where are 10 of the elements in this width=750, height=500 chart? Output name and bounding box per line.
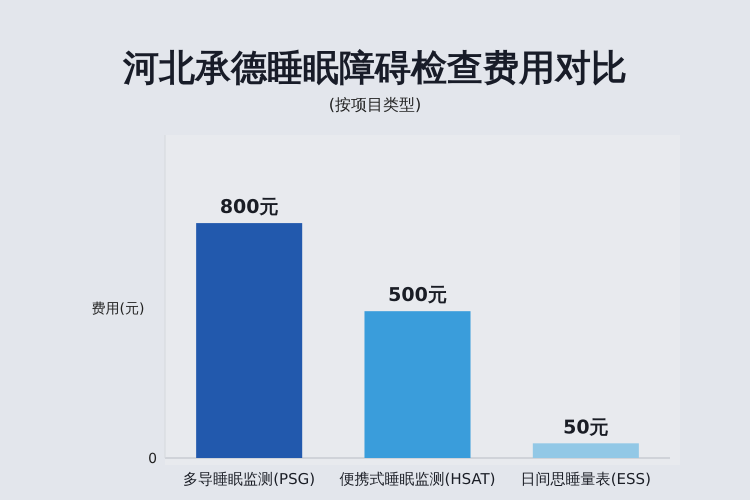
chart-subtitle: (按项目类型) [328, 95, 422, 114]
text: 0 [148, 451, 157, 467]
x-tick-label: 多导睡眠监测(PSG) [183, 470, 316, 488]
data-label: 800元 [220, 196, 279, 218]
data-label: 50元 [563, 416, 609, 438]
y-axis-title: 费用(元) [92, 301, 144, 317]
x-tick-label: 便携式睡眠监测(HSAT) [339, 470, 496, 488]
x-tick-label: 日间思睡量表(ESS) [520, 470, 651, 488]
data-label: 500元 [388, 284, 447, 306]
chart-title: 河北承德睡眠障碍检查费用对比 [122, 48, 627, 89]
